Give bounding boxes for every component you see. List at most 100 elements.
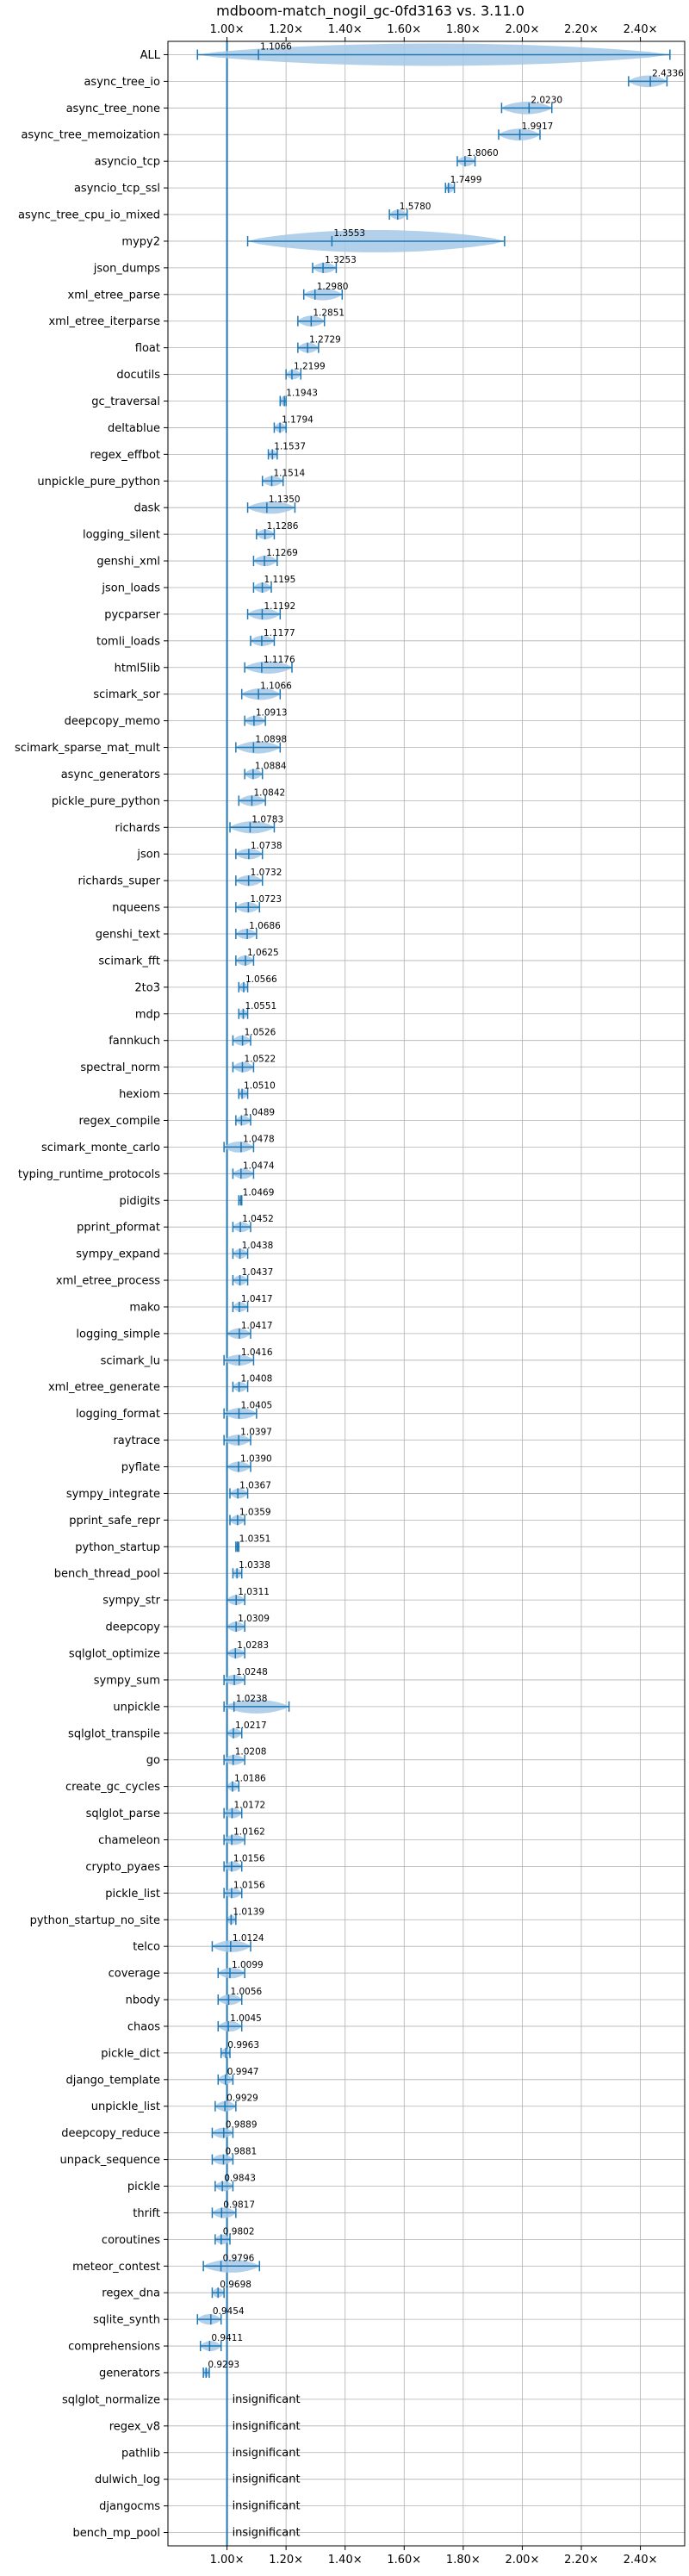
value-label: 1.0390 (240, 1454, 272, 1465)
category-label: logging_simple (76, 1328, 160, 1341)
value-label: 1.0686 (249, 921, 281, 931)
category-label: fannkuch (109, 1035, 160, 1048)
category-label: bench_thread_pool (54, 1568, 160, 1581)
category-label: xml_etree_parse (68, 289, 160, 302)
category-label: hexiom (119, 1088, 160, 1101)
insignificant-label: insignificant (233, 2500, 301, 2513)
value-label: 2.0230 (531, 95, 562, 105)
category-label: go (146, 1754, 160, 1767)
value-label: 1.1514 (273, 468, 305, 478)
value-label: 0.9929 (227, 2094, 258, 2104)
value-label: 1.1066 (260, 41, 292, 52)
value-label: 1.0309 (238, 1614, 270, 1624)
value-label: 2.4336 (652, 68, 684, 78)
value-label: 1.0139 (233, 1907, 264, 1917)
category-label: crypto_pyaes (85, 1861, 160, 1874)
category-label: html5lib (115, 662, 160, 675)
value-label: 0.9889 (226, 2120, 258, 2131)
chart-title: mdboom-match_nogil_gc-0fd3163 vs. 3.11.0 (216, 3, 525, 20)
value-label: 1.1350 (269, 495, 301, 505)
value-label: 1.3253 (325, 255, 357, 265)
value-label: 0.9411 (211, 2333, 243, 2343)
x-tick-label-bottom: 1.40× (328, 2554, 363, 2567)
category-label: xml_etree_iterparse (48, 315, 160, 328)
value-label: 0.9817 (223, 2200, 255, 2210)
category-label: sympy_str (102, 1595, 160, 1608)
category-label: genshi_xml (96, 556, 160, 569)
category-label: create_gc_cycles (65, 1781, 160, 1794)
category-label: spectral_norm (80, 1061, 160, 1074)
value-label: 0.9796 (223, 2253, 255, 2263)
value-label: 1.0732 (251, 868, 282, 878)
value-label: 1.0208 (235, 1747, 267, 1758)
value-label: 1.0437 (242, 1267, 274, 1278)
x-axis-ticks: 1.00× 1.00× 1.20× 1.20× 1.40× 1.40× 1.60× 1.60×… (210, 23, 658, 2567)
category-label: coverage (109, 1968, 160, 1981)
category-label: scimark_monte_carlo (41, 1142, 160, 1154)
category-label: async_tree_memoization (21, 129, 160, 142)
value-label: 0.9293 (208, 2360, 239, 2370)
insignificant-label: insignificant (233, 2420, 301, 2433)
category-label: raytrace (113, 1434, 160, 1447)
value-label: 1.0452 (242, 1214, 274, 1224)
grid-lines (168, 41, 685, 2546)
insignificant-label: insignificant (233, 2473, 301, 2486)
category-label: nqueens (112, 902, 160, 915)
value-label: 1.1537 (274, 441, 306, 451)
category-label: bench_mp_pool (72, 2527, 160, 2540)
plot-area: 1.1066 2.4336 2.0230 1.9917 1.8060 1.7499 1.57… (196, 41, 684, 2546)
category-label: async_tree_cpu_io_mixed (18, 209, 160, 222)
category-label: async_generators (61, 768, 161, 781)
value-label: 1.0311 (238, 1587, 270, 1597)
category-label: comprehensions (68, 2341, 160, 2354)
category-labels: ALL async_tree_io async_tree_none async_tre… (15, 49, 168, 2540)
category-label: pyflate (121, 1461, 160, 1474)
category-label: thrift (133, 2207, 160, 2220)
x-tick-label-bottom: 2.20× (564, 2554, 599, 2567)
value-label: 1.2851 (313, 308, 344, 319)
category-label: scimark_lu (101, 1354, 160, 1367)
x-tick-label-bottom: 1.00× (210, 2554, 245, 2567)
x-tick-label-top: 1.40× (328, 23, 363, 36)
category-label: pprint_pformat (77, 1222, 160, 1235)
category-label: chaos (127, 2020, 160, 2033)
category-label: pathlib (121, 2447, 160, 2460)
category-label: richards (115, 822, 161, 835)
x-tick-label-top: 1.00× (210, 23, 245, 36)
value-label: 1.0124 (233, 1933, 264, 1944)
x-tick-label-top: 2.40× (624, 23, 658, 36)
x-tick-label-top: 1.20× (269, 23, 303, 36)
value-label: 1.0417 (241, 1294, 273, 1304)
category-label: dulwich_log (95, 2473, 160, 2486)
category-label: scimark_fft (98, 955, 160, 968)
value-label: 1.0417 (241, 1321, 273, 1331)
x-tick-label-bottom: 2.40× (624, 2554, 658, 2567)
value-label: 1.1286 (267, 521, 299, 532)
value-label: 1.0367 (239, 1480, 271, 1490)
value-label: 1.0156 (233, 1880, 265, 1890)
value-label: 1.0913 (256, 708, 288, 719)
value-label: 1.0738 (251, 841, 282, 851)
value-label: 1.0522 (244, 1055, 276, 1065)
value-label: 1.0186 (234, 1774, 266, 1784)
category-label: sympy_expand (76, 1248, 160, 1261)
value-label: 1.5780 (400, 202, 431, 212)
value-label: 1.0474 (243, 1160, 275, 1171)
value-label: 0.9881 (225, 2147, 257, 2157)
value-label: 1.0438 (242, 1241, 274, 1251)
value-label: 1.0469 (243, 1187, 275, 1198)
insignificant-label: insignificant (233, 2527, 301, 2540)
category-label: sqlglot_optimize (69, 1647, 160, 1660)
value-label: 1.1177 (264, 628, 295, 638)
category-label: regex_v8 (109, 2420, 160, 2433)
value-label: 1.1192 (264, 601, 295, 612)
category-label: typing_runtime_protocols (18, 1168, 160, 1181)
category-label: async_tree_none (66, 103, 160, 115)
category-label: scimark_sparse_mat_mult (15, 742, 160, 755)
category-label: async_tree_io (84, 76, 160, 89)
category-label: json_dumps (93, 262, 160, 275)
value-label: 1.0408 (241, 1374, 273, 1384)
category-label: docutils (116, 369, 160, 382)
category-label: regex_effbot (90, 449, 160, 462)
category-label: genshi_text (96, 929, 160, 942)
